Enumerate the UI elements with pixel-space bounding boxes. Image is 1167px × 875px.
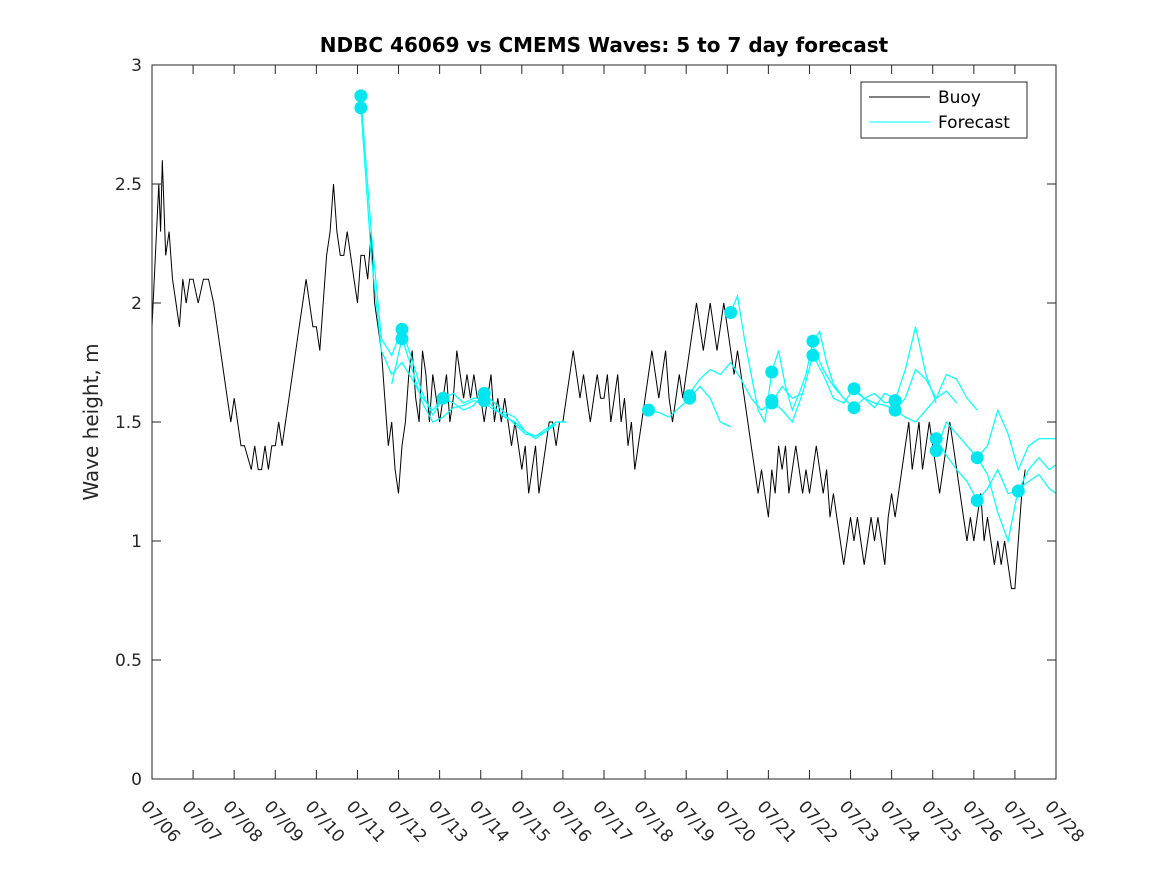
forecast-marker xyxy=(929,432,943,446)
forecast-marker xyxy=(847,382,861,396)
buoy-series xyxy=(151,160,1026,590)
legend: Buoy Forecast xyxy=(860,81,1028,139)
forecast-marker xyxy=(683,391,697,405)
forecast-line xyxy=(853,368,958,411)
forecast-marker xyxy=(888,403,902,417)
forecast-line xyxy=(689,361,803,411)
forecast-marker xyxy=(765,396,779,410)
y-tick-label: 1.5 xyxy=(115,413,142,433)
forecast-line xyxy=(730,293,841,424)
y-tick-label: 2 xyxy=(131,294,142,314)
forecast-markers xyxy=(354,89,1025,507)
legend-forecast-label: Forecast xyxy=(938,113,1010,133)
forecast-marker xyxy=(765,365,779,379)
buoy-line xyxy=(151,160,1026,590)
forecast-marker xyxy=(354,101,368,115)
plot-area xyxy=(152,65,1056,779)
y-axis-label: Wave height, m xyxy=(79,343,103,500)
forecast-line xyxy=(894,373,978,423)
legend-buoy-label: Buoy xyxy=(938,88,981,108)
forecast-marker xyxy=(847,401,861,415)
forecast-marker xyxy=(970,494,984,507)
forecast-line xyxy=(935,438,1057,502)
forecast-line xyxy=(812,326,937,409)
y-tick-label: 3 xyxy=(131,56,142,76)
forecast-marker xyxy=(436,391,450,405)
forecast-line xyxy=(771,353,896,424)
y-tick-label: 0.5 xyxy=(115,651,142,671)
forecast-line xyxy=(935,408,1056,472)
forecast-marker xyxy=(929,444,943,458)
forecast-marker xyxy=(970,451,984,465)
y-tick-label: 1 xyxy=(131,532,142,552)
forecast-marker xyxy=(477,394,491,408)
legend-box xyxy=(860,81,1028,139)
forecast-marker xyxy=(395,332,409,346)
forecast-marker xyxy=(806,348,820,362)
forecast-marker xyxy=(395,322,409,336)
plot-frame xyxy=(151,64,1057,780)
chart-title: NDBC 46069 vs CMEMS Waves: 5 to 7 day fo… xyxy=(320,33,889,57)
forecast-marker xyxy=(724,306,738,319)
forecast-marker xyxy=(1011,484,1025,498)
forecast-marker xyxy=(354,89,368,103)
forecast-marker xyxy=(806,334,820,348)
plot-clip xyxy=(151,89,1057,590)
y-tick-label: 0 xyxy=(131,770,142,790)
forecast-marker xyxy=(888,394,902,408)
forecast-marker xyxy=(642,403,655,417)
y-tick-label: 2.5 xyxy=(115,175,142,195)
